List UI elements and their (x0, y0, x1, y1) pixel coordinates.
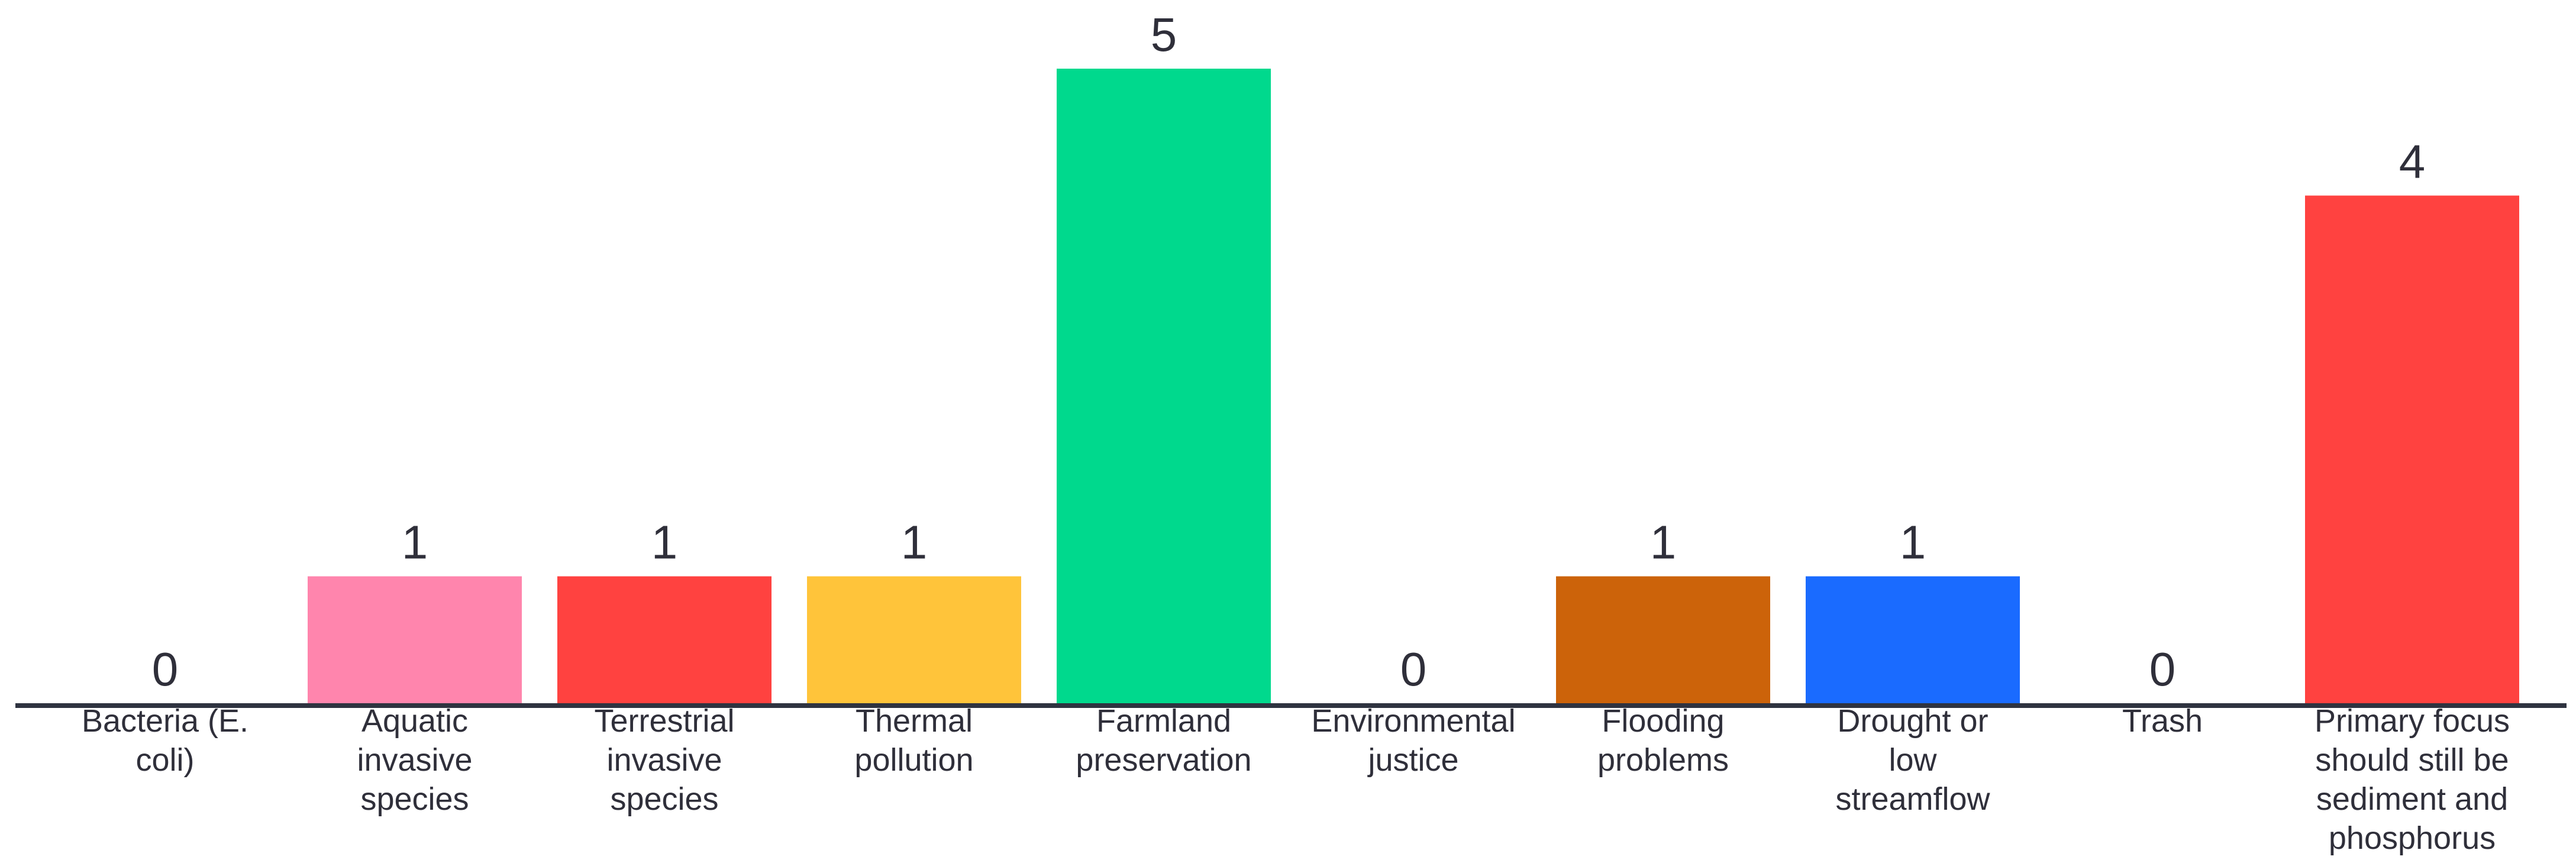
category-label-line: Farmland (1096, 703, 1231, 739)
bar-value-label: 1 (901, 516, 928, 569)
bar (1806, 576, 2020, 703)
category-label: Drought or low streamflow (1835, 703, 1990, 817)
bar (308, 576, 522, 703)
category-label-line: Aquatic (361, 703, 468, 739)
category-label: Flooding problems (1597, 703, 1729, 778)
bar-value-label: 1 (1650, 516, 1677, 569)
bar-value-label: 5 (1151, 8, 1177, 61)
bar (807, 576, 1021, 703)
category-label-line: Terrestrial (594, 703, 734, 739)
bar-value-label: 0 (2149, 643, 2176, 696)
category-label-line: Primary focus (2314, 703, 2510, 739)
category-label-line: invasive (606, 742, 722, 778)
category-labels-group: Bacteria (E. coli)Aquatic invasive speciesT… (82, 703, 2510, 856)
bar-value-label: 1 (651, 516, 678, 569)
category-label: Primary focus should still be sediment and… (2314, 703, 2510, 856)
category-label: Environmental justice (1311, 703, 1515, 778)
bar-value-label: 1 (402, 516, 428, 569)
value-labels-group: 0 1 1 1 5 0 1 1 0 4 (152, 8, 2426, 696)
category-label-line: sediment and (2316, 781, 2508, 817)
category-label: Bacteria (E. coli) (82, 703, 248, 778)
bar-value-label: 0 (152, 643, 179, 696)
category-label-line: low (1889, 742, 1937, 778)
bar-value-label: 0 (1400, 643, 1427, 696)
category-label-line: pollution (854, 742, 973, 778)
category-label-line: problems (1597, 742, 1729, 778)
category-label: Trash (2122, 703, 2203, 739)
category-label-line: streamflow (1835, 781, 1990, 817)
bar-value-label: 1 (1900, 516, 1926, 569)
category-label-line: should still be (2315, 742, 2509, 778)
category-label-line: phosphorus (2329, 820, 2496, 856)
category-label: Terrestrial invasive species (594, 703, 734, 817)
category-label-line: coli) (135, 742, 194, 778)
bar (1057, 69, 1271, 703)
category-label-line: Environmental (1311, 703, 1515, 739)
category-label-line: Thermal (856, 703, 973, 739)
category-label-line: species (610, 781, 718, 817)
category-label-line: invasive (357, 742, 472, 778)
category-label-line: Drought or (1837, 703, 1988, 739)
category-label: Farmland preservation (1076, 703, 1251, 778)
bar (557, 576, 771, 703)
category-label-line: preservation (1076, 742, 1251, 778)
category-label-line: justice (1367, 742, 1458, 778)
category-label-line: species (360, 781, 469, 817)
category-label-line: Flooding (1602, 703, 1724, 739)
category-label: Aquatic invasive species (357, 703, 472, 817)
category-label-line: Trash (2122, 703, 2203, 739)
bar-value-label: 4 (2399, 135, 2426, 188)
category-label: Thermal pollution (854, 703, 973, 778)
category-label-line: Bacteria (E. (82, 703, 248, 739)
bar (1556, 576, 1770, 703)
bar (2305, 195, 2519, 703)
bars-group (308, 69, 2519, 703)
